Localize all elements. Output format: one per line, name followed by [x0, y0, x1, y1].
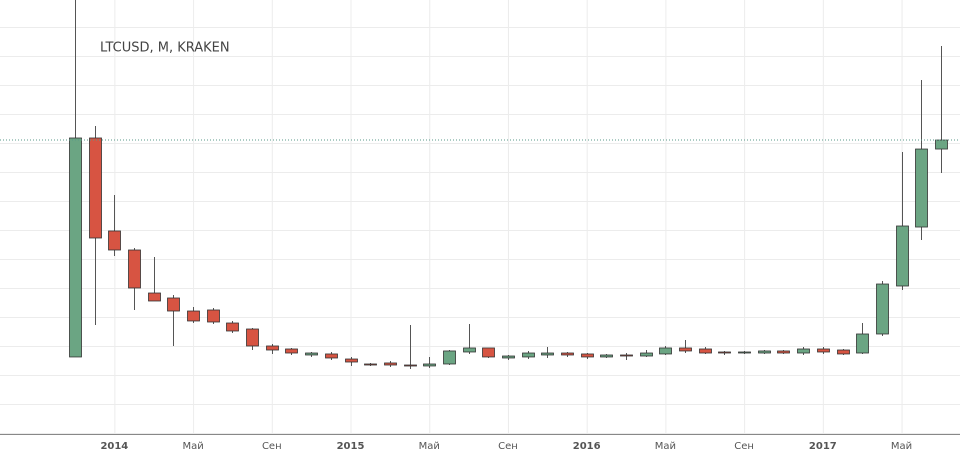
candle-body: [69, 137, 82, 358]
candle-body: [285, 348, 298, 354]
candle-body: [640, 352, 653, 357]
candle-body: [443, 350, 456, 365]
candle-body: [305, 352, 318, 356]
candle-body: [797, 348, 810, 354]
grid: [114, 0, 903, 434]
candle-body: [581, 353, 594, 358]
candle-body: [364, 363, 377, 366]
candle-body: [935, 139, 948, 150]
candle-body: [738, 351, 751, 354]
candle-body: [384, 362, 397, 366]
grid-background: [0, 0, 960, 434]
candle-body: [679, 347, 692, 352]
candle-body: [423, 363, 436, 367]
candle-body: [620, 354, 633, 357]
candle-body: [325, 353, 338, 359]
candle-body: [541, 352, 554, 356]
candle-body: [463, 347, 476, 353]
candle-body: [659, 347, 672, 355]
candle-body: [699, 348, 712, 354]
candle-body: [246, 328, 259, 347]
x-tick-label: 2015: [337, 441, 365, 452]
candle-body: [758, 350, 771, 354]
candle-body: [148, 292, 161, 302]
x-tick-label: Май: [655, 441, 676, 452]
candle-body: [876, 283, 889, 335]
candle-body: [915, 148, 928, 228]
candle-body: [404, 364, 417, 367]
candle-body: [561, 352, 574, 356]
candle-body: [128, 249, 141, 289]
candles: [0, 0, 960, 369]
candle-body: [600, 354, 613, 358]
candle-body: [108, 230, 121, 251]
chart-title: LTCUSD, M, KRAKEN: [100, 41, 230, 56]
candle-body: [187, 310, 200, 322]
candle-body: [226, 322, 239, 332]
candle-body: [522, 352, 535, 358]
candle-body: [207, 309, 220, 323]
candle-body: [482, 347, 495, 358]
x-tick-label: Май: [419, 441, 440, 452]
x-tick-label: Сен: [262, 441, 282, 452]
candle-body: [266, 345, 279, 351]
candle-body: [345, 358, 358, 363]
candle-body: [856, 333, 869, 354]
candle-body: [817, 348, 830, 353]
x-tick-label: Май: [182, 441, 203, 452]
x-tick-label: 2017: [809, 441, 837, 452]
candle-body: [89, 137, 102, 239]
x-tick-label: 2014: [100, 441, 128, 452]
candle-body: [896, 225, 909, 287]
candle-body: [718, 351, 731, 354]
x-tick-label: 2016: [573, 441, 601, 452]
candle-body: [777, 350, 790, 354]
x-tick-label: Май: [891, 441, 912, 452]
x-tick-label: Сен: [734, 441, 754, 452]
x-tick-label: Сен: [498, 441, 518, 452]
candle-body: [167, 297, 180, 312]
candle-body: [502, 355, 515, 359]
candle-body: [837, 349, 850, 355]
